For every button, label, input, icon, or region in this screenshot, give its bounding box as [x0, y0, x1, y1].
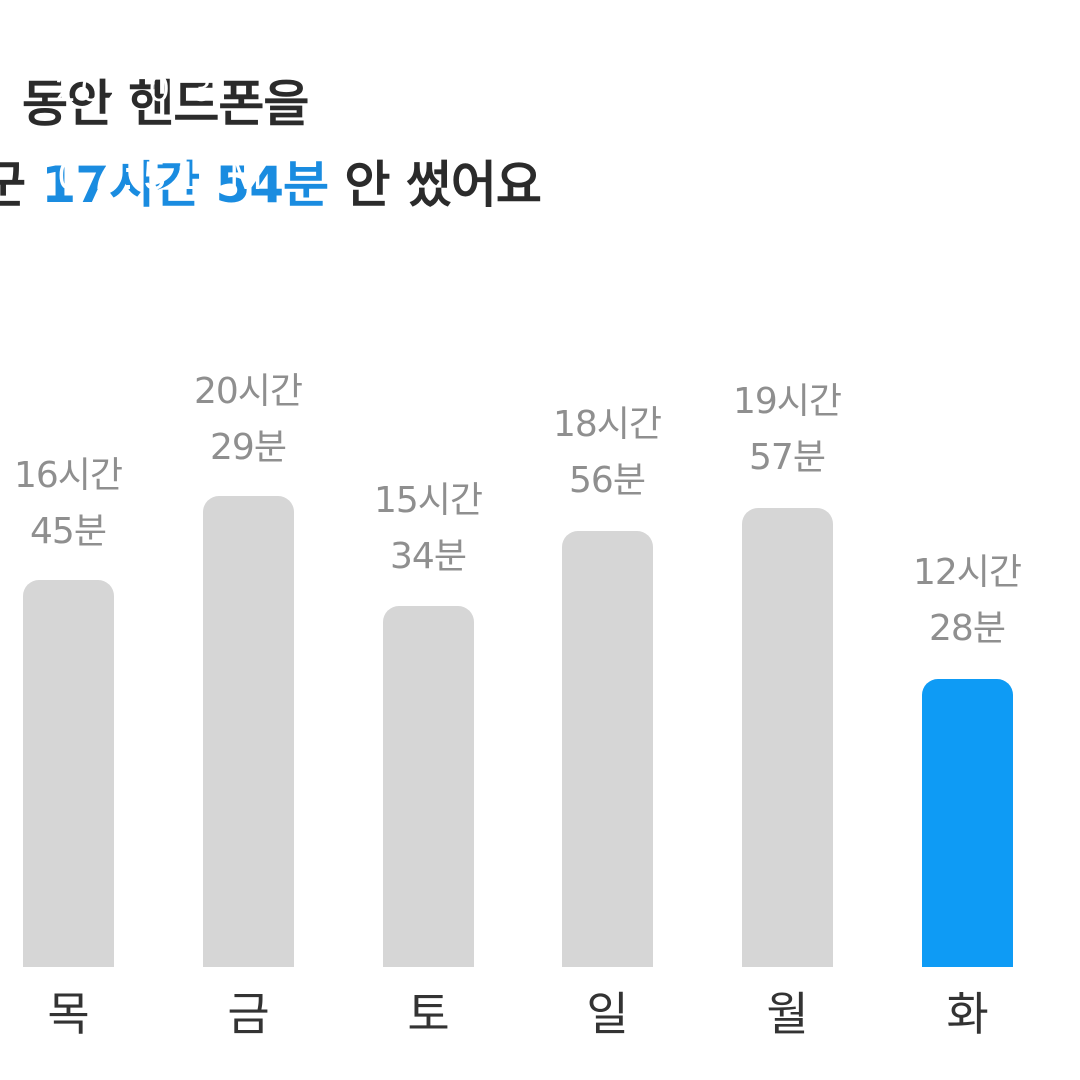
bar-sun[interactable]: [562, 531, 653, 967]
headline-line-2: 군 17시간 54분 안 썼어요: [0, 145, 542, 217]
headline-suffix: 안 썼어요: [328, 156, 541, 214]
value-label: 16시간 45분: [13, 455, 123, 552]
headline-line-1: 동안 핸드폰을: [22, 64, 309, 136]
value-label: 19시간 57분: [732, 381, 842, 478]
bar-fri[interactable]: [203, 496, 294, 967]
day-label: 목: [47, 987, 90, 1041]
headline-prefix: 군: [0, 156, 26, 214]
bar-sat[interactable]: [383, 606, 474, 967]
average-time-highlight: 17시간 54분: [41, 156, 329, 214]
day-label: 토: [407, 987, 450, 1041]
bar-thu[interactable]: [23, 580, 114, 967]
day-label: 일: [586, 987, 629, 1041]
value-label: 12시간 28분: [912, 552, 1022, 649]
day-label: 화: [946, 987, 989, 1041]
watermark-overlay-1: 202 0 3: [55, 68, 218, 109]
value-label: 20시간 29분: [193, 371, 303, 468]
headline-text-1: 동안 핸드폰을: [22, 75, 309, 133]
day-label: 금: [227, 987, 270, 1041]
value-label: 18시간 56분: [552, 404, 662, 501]
value-label: 15시간 34분: [373, 480, 483, 577]
bar-tue-today[interactable]: [922, 679, 1013, 967]
bar-mon[interactable]: [742, 508, 833, 967]
day-label: 월: [766, 987, 809, 1041]
watermark-overlay-2: 07:51 M: [58, 154, 273, 198]
